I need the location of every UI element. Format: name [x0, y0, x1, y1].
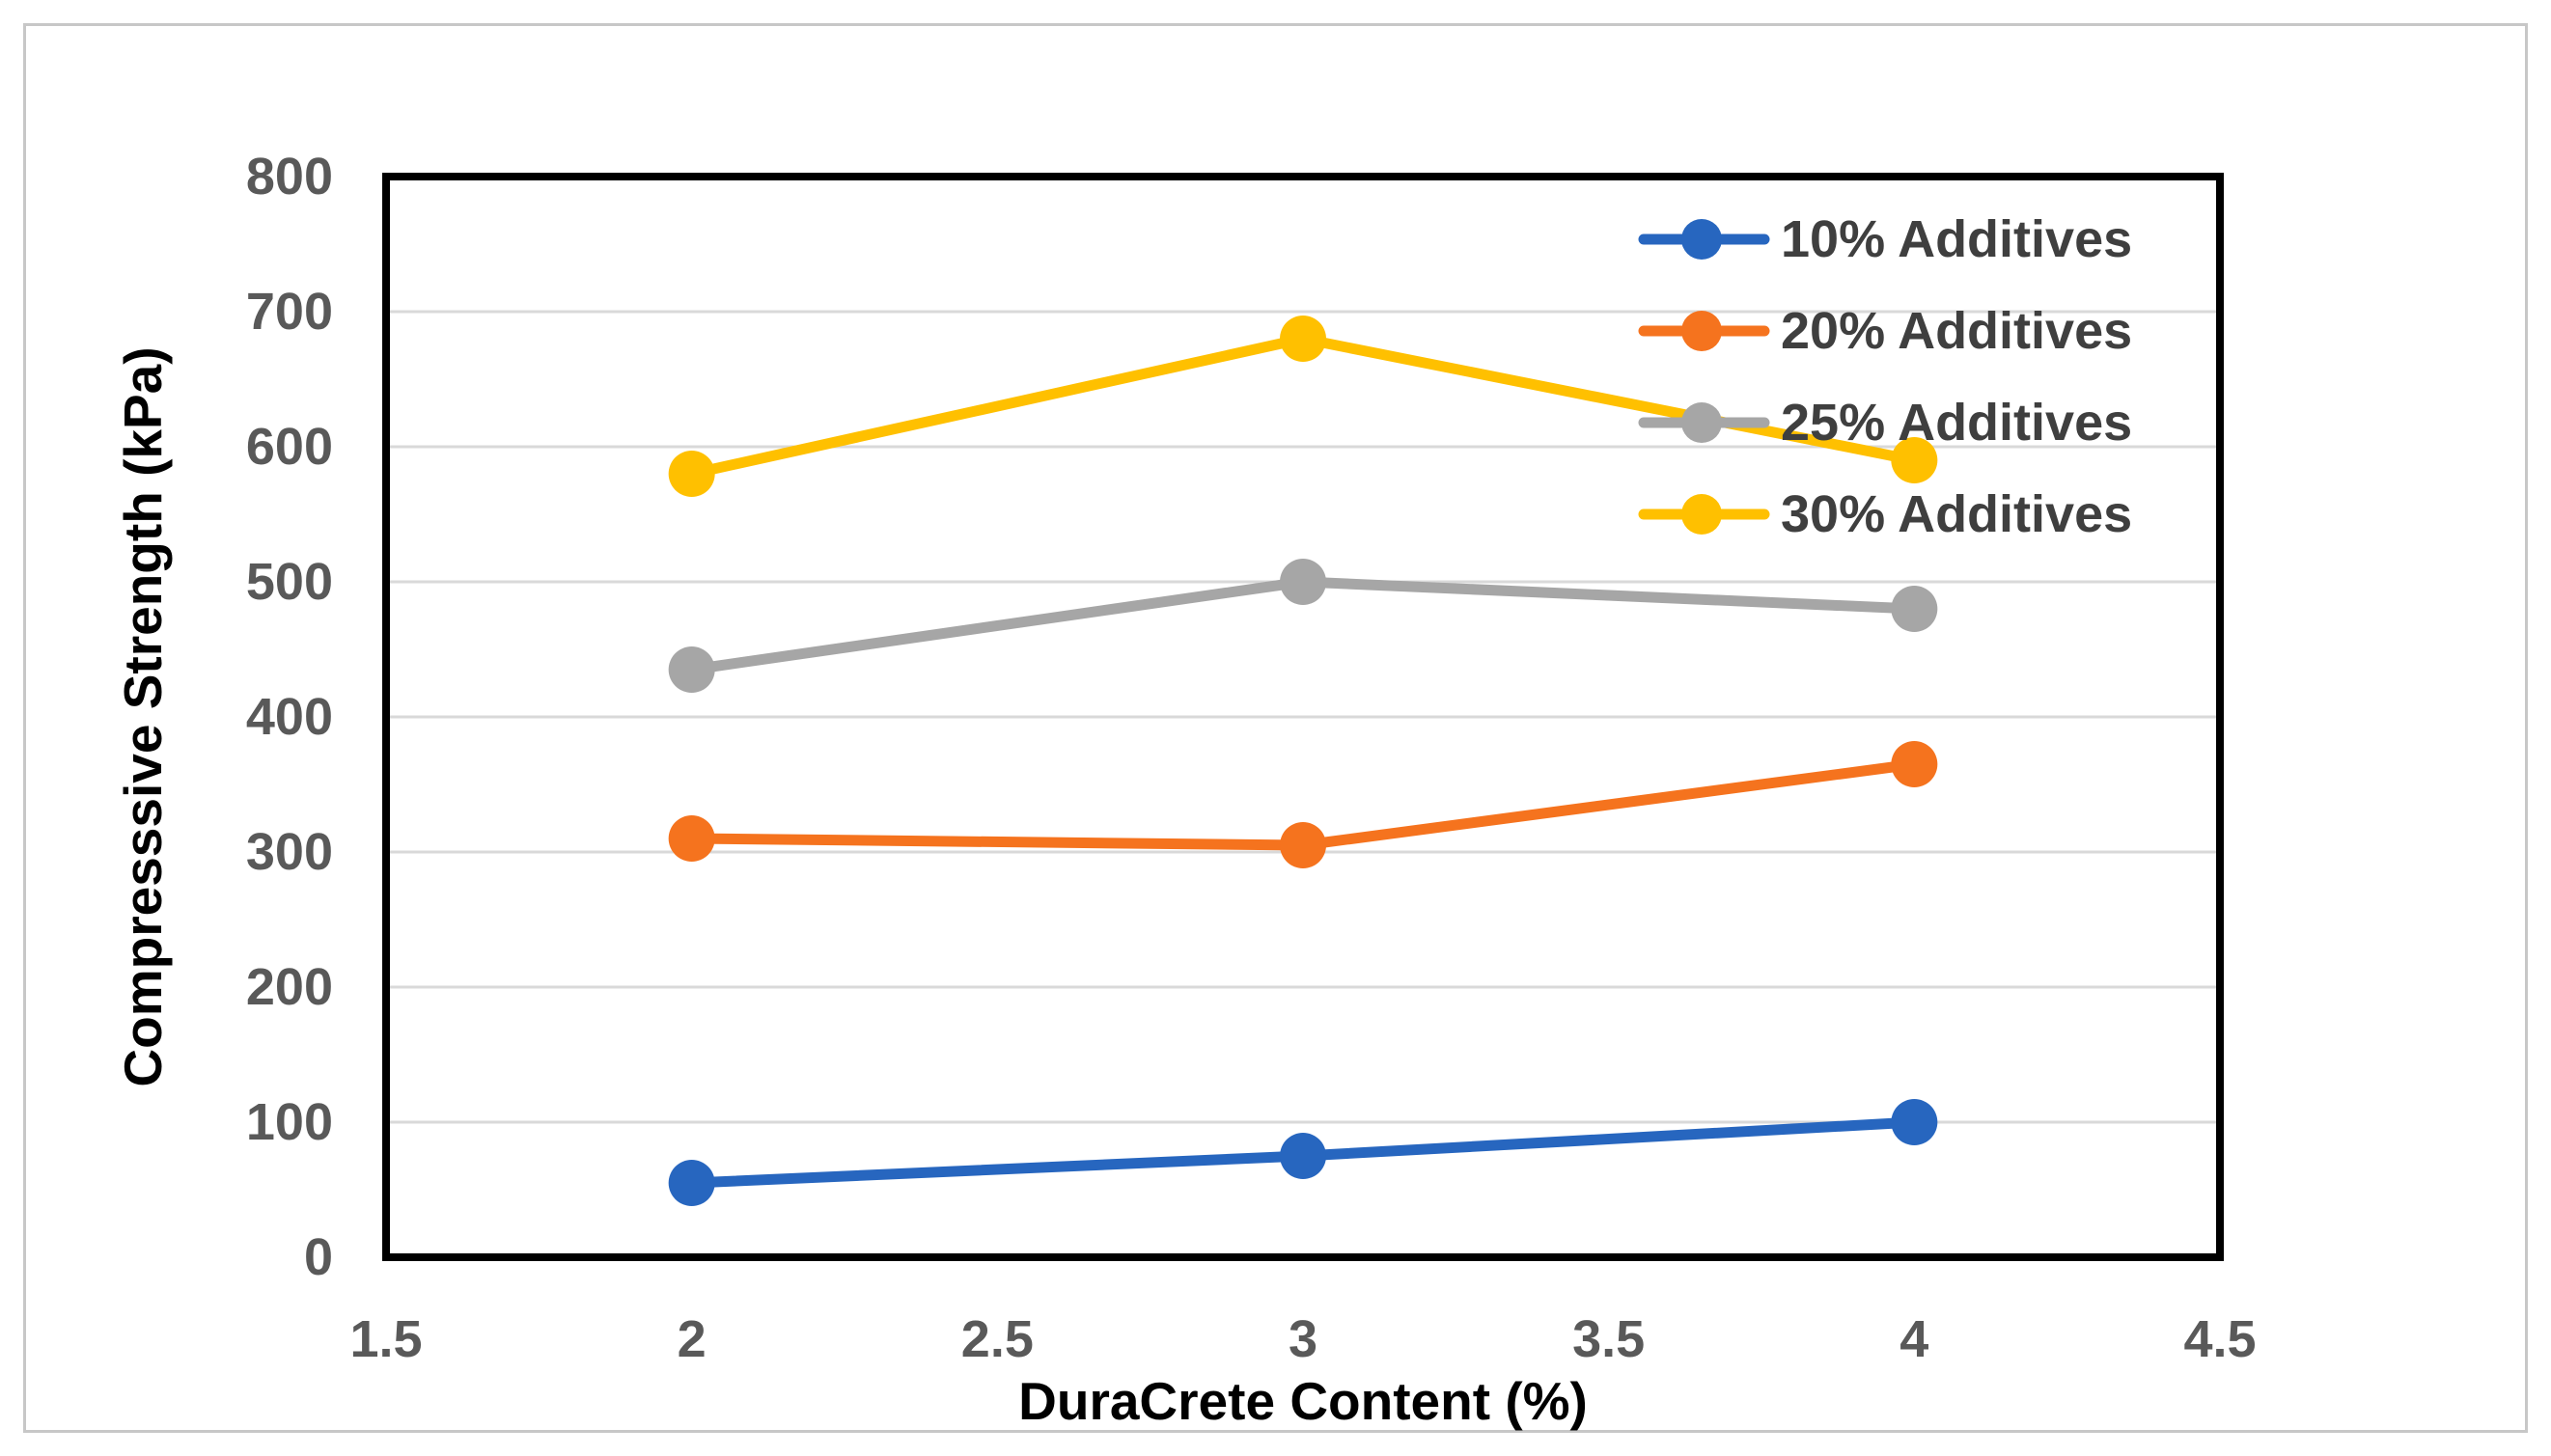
legend-label: 20% Additives: [1781, 302, 2132, 360]
x-axis-tick-label: 1.5: [349, 1310, 422, 1368]
data-point-marker: [668, 815, 715, 862]
y-axis-tick-label: 500: [246, 553, 333, 611]
y-axis-tick-label: 300: [246, 823, 333, 881]
figure-border: [23, 23, 2528, 1433]
data-point-marker: [1280, 1133, 1326, 1179]
legend-marker-dot: [1681, 311, 1722, 351]
legend-item-20-additives: 20% Additives: [1638, 302, 2132, 360]
legend-label: 25% Additives: [1781, 394, 2132, 452]
y-axis-tick-label: 600: [246, 418, 333, 476]
series-30-additives: [668, 316, 1938, 497]
legend-marker-dot: [1681, 402, 1722, 443]
y-axis-tick-label: 0: [304, 1228, 333, 1286]
data-point-marker: [668, 451, 715, 497]
data-point-marker: [1280, 316, 1326, 362]
data-point-marker: [1280, 559, 1326, 605]
y-axis-tick-labels: 0 100 200 300 400 500 600 700 800: [246, 148, 333, 1286]
data-point-marker: [668, 646, 715, 693]
legend-marker-dot: [1681, 494, 1722, 535]
legend-marker-dot: [1681, 219, 1722, 260]
legend-item-30-additives: 30% Additives: [1638, 485, 2132, 543]
x-axis-tick-labels: 1.5 2 2.5 3 3.5 4 4.5: [349, 1310, 2256, 1368]
y-axis-tick-label: 200: [246, 958, 333, 1016]
series-lines: [668, 316, 1938, 1206]
x-axis-tick-label: 3.5: [1572, 1310, 1645, 1368]
y-axis-tick-label: 800: [246, 148, 333, 206]
series-25-additives: [668, 559, 1938, 693]
data-point-marker: [1280, 822, 1326, 868]
x-axis-title: DuraCrete Content (%): [1018, 1371, 1588, 1431]
y-axis-title: Compresssive Strength (kPa): [113, 346, 173, 1086]
legend-item-10-additives: 10% Additives: [1638, 210, 2132, 268]
legend-label: 30% Additives: [1781, 485, 2132, 543]
series-20-additives: [668, 741, 1938, 868]
plot-area-border: [382, 173, 2224, 1261]
legend-label: 10% Additives: [1781, 210, 2132, 268]
x-axis-tick-label: 4: [1899, 1310, 1928, 1368]
x-axis-tick-label: 2: [678, 1310, 707, 1368]
series-10-additives: [668, 1099, 1938, 1206]
data-point-marker: [1891, 741, 1938, 787]
x-axis-tick-label: 2.5: [961, 1310, 1034, 1368]
data-point-marker: [1891, 586, 1938, 632]
legend-item-25-additives: 25% Additives: [1638, 394, 2132, 452]
data-point-marker: [1891, 1099, 1938, 1145]
y-axis-tick-label: 700: [246, 283, 333, 341]
y-axis-tick-label: 100: [246, 1093, 333, 1151]
legend: 10% Additives 20% Additives 25% Additives 3…: [1638, 210, 2132, 543]
x-axis-tick-label: 4.5: [2183, 1310, 2256, 1368]
data-point-marker: [668, 1160, 715, 1206]
x-axis-tick-label: 3: [1289, 1310, 1317, 1368]
y-axis-tick-label: 400: [246, 688, 333, 746]
data-point-marker: [1891, 437, 1938, 483]
